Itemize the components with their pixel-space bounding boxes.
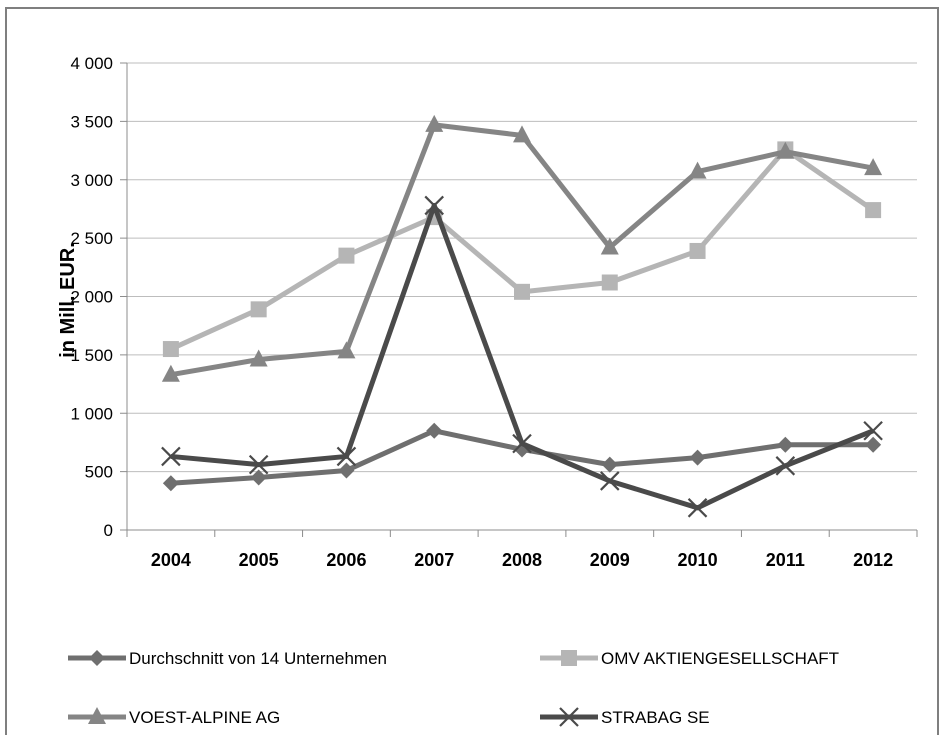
legend-swatch-marker <box>88 707 106 724</box>
data-point <box>426 422 443 439</box>
data-point <box>161 364 180 382</box>
x-tick-label: 2007 <box>414 550 454 570</box>
x-tick-labels: 2004 2005 2006 2007 2008 2009 2010 2011 2012 <box>151 550 893 570</box>
legend-label: OMV AKTIENGESELLSCHAFT <box>601 649 839 668</box>
data-point <box>249 349 268 367</box>
legend-item: STRABAG SE <box>540 707 710 727</box>
data-point <box>864 158 883 176</box>
data-point <box>600 237 619 255</box>
axes <box>120 62 918 537</box>
data-point <box>775 456 796 476</box>
y-tick-label: 1 000 <box>70 404 113 423</box>
legend-label: VOEST-ALPINE AG <box>129 708 280 727</box>
data-point <box>601 456 618 473</box>
data-point <box>689 242 706 259</box>
data-point <box>687 498 708 518</box>
legend-item: OMV AKTIENGESELLSCHAFT <box>540 649 839 668</box>
data-point <box>865 436 882 453</box>
series-strabag-se <box>161 195 883 518</box>
data-point <box>337 341 356 359</box>
series-omv-aktiengesellschaft <box>162 141 882 358</box>
grid-lines <box>127 62 917 473</box>
data-point <box>338 462 355 479</box>
data-point <box>336 446 357 467</box>
y-tick-label: 3 500 <box>70 112 113 131</box>
y-tick-label: 3 000 <box>70 171 113 190</box>
data-point <box>512 433 532 454</box>
series-durchschnitt-von-14-unternehmen <box>162 422 882 492</box>
x-tick-label: 2011 <box>766 550 805 570</box>
data-point <box>162 341 179 358</box>
x-tick-label: 2009 <box>590 550 630 570</box>
data-point <box>863 420 883 441</box>
data-point <box>425 114 444 132</box>
legend-swatch-marker <box>559 707 579 727</box>
y-tick-label: 4 000 <box>70 54 113 73</box>
data-point <box>513 125 531 143</box>
y-tick-label: 2 500 <box>70 229 113 248</box>
legend-label: STRABAG SE <box>601 708 710 727</box>
data-point <box>776 141 795 159</box>
data-point <box>777 436 794 453</box>
data-point <box>250 469 267 486</box>
data-point <box>338 247 355 264</box>
chart-frame <box>5 7 939 735</box>
data-point <box>601 274 618 291</box>
x-tick-label: 2010 <box>678 550 718 570</box>
x-tick-label: 2012 <box>853 550 893 570</box>
legend-swatch-marker <box>89 650 105 666</box>
data-point <box>424 195 445 216</box>
data-point <box>865 202 882 219</box>
data-point <box>248 454 269 475</box>
data-point <box>162 475 179 492</box>
y-tick-label: 500 <box>85 463 113 482</box>
legend-swatch-marker <box>561 650 577 666</box>
series-line <box>170 122 874 378</box>
legend-item: Durchschnitt von 14 Unternehmen <box>68 649 387 668</box>
y-tick-labels: 0 500 1 000 1 500 2 000 2 500 3 000 3 500 4 000 <box>70 54 113 540</box>
data-point <box>689 449 706 466</box>
y-tick-label: 2 000 <box>70 288 113 307</box>
data-point <box>514 283 530 300</box>
data-point <box>599 471 620 491</box>
x-tick-label: 2005 <box>239 550 279 570</box>
legend-item: VOEST-ALPINE AG <box>68 707 280 727</box>
x-tick-label: 2004 <box>151 550 191 570</box>
legend-label: Durchschnitt von 14 Unternehmen <box>129 649 387 668</box>
legend: Durchschnitt von 14 Unternehmen OMV AKTIE… <box>68 649 839 727</box>
y-axis-label: in Mill. EUR. <box>57 242 79 358</box>
series-layer <box>161 114 883 518</box>
x-tick-label: 2008 <box>502 550 542 570</box>
data-point <box>161 446 181 467</box>
series-voest-alpine-ag <box>161 114 883 382</box>
y-tick-label: 0 <box>104 521 113 540</box>
y-tick-label: 1 500 <box>70 346 113 365</box>
x-tick-label: 2006 <box>326 550 366 570</box>
data-point <box>250 301 267 318</box>
data-point <box>688 161 707 179</box>
